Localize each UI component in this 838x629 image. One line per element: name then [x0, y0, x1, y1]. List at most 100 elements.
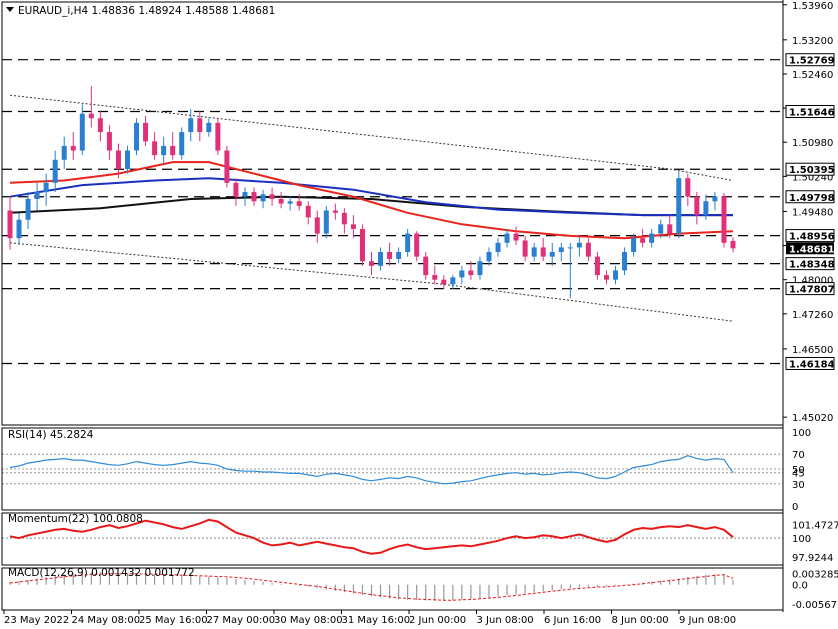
- rsi-tick-label: 50: [792, 465, 805, 476]
- candle-body: [631, 238, 637, 253]
- panel-frames: [1, 0, 784, 612]
- price-tick-label: 1.49480: [792, 207, 833, 218]
- rsi-tick-label: 70: [792, 450, 805, 461]
- candle-body: [332, 210, 338, 213]
- momentum-tick-label: 97.9244: [792, 553, 833, 564]
- level-label-box: [785, 53, 835, 67]
- time-label: 23 May 2022: [4, 615, 69, 626]
- channel-lower-line: [9, 242, 734, 322]
- panel-headers: EURAUD_i,H4 1.48836 1.48924 1.48588 1.48…: [8, 5, 275, 579]
- time-label: 3 Jun 08:00: [477, 615, 534, 626]
- candle-body: [233, 182, 239, 197]
- candle-body: [341, 212, 347, 225]
- candle-body: [88, 113, 94, 119]
- time-label: 30 May 08:00: [274, 615, 343, 626]
- candle-body: [667, 224, 673, 234]
- candle-body: [52, 159, 58, 183]
- candle-body: [97, 118, 103, 133]
- candle-body: [622, 252, 628, 271]
- momentum-header: Momentum(22) 100.0808: [8, 513, 143, 525]
- candle-body: [712, 196, 718, 202]
- candle-body: [215, 122, 221, 151]
- candle-body: [649, 233, 655, 243]
- candle-body: [540, 247, 546, 257]
- candle-body: [459, 270, 465, 278]
- axis-labels: 1.539601.532001.524601.517201.509801.502…: [3, 1, 838, 626]
- level-label: 1.46184: [789, 359, 835, 370]
- candle-body: [61, 145, 67, 160]
- candle-body: [423, 256, 429, 276]
- candle-body: [323, 210, 329, 234]
- candle-body: [170, 145, 176, 156]
- candle-body: [658, 224, 664, 234]
- candle-body: [387, 252, 393, 259]
- momentum-tick-label: 100: [792, 534, 811, 545]
- rsi-tick-label: 45: [792, 469, 805, 480]
- candle-body: [143, 122, 149, 142]
- rsi-panel: [2, 453, 783, 485]
- macd-tick-label: 0.0: [792, 581, 808, 592]
- candle-body: [567, 247, 573, 249]
- candle-body: [585, 242, 591, 257]
- candles: [7, 85, 736, 299]
- price-tick-label: 1.45020: [792, 413, 833, 424]
- candle-body: [558, 247, 564, 253]
- ma-black-line: [9, 195, 733, 217]
- candle-body: [161, 145, 167, 156]
- candle-body: [197, 118, 203, 133]
- candle-body: [694, 196, 700, 216]
- rsi-tick-label: 100: [792, 428, 811, 439]
- candle-body: [115, 150, 121, 169]
- momentum-line: [9, 518, 734, 555]
- candle-body: [378, 252, 384, 266]
- candle-body: [124, 150, 130, 169]
- level-label: 1.50395: [789, 165, 835, 176]
- candle-body: [305, 205, 311, 218]
- macd-signal-line: [9, 573, 734, 601]
- candle-body: [495, 242, 501, 253]
- level-label-box: [785, 257, 835, 271]
- channel-upper-line: [9, 94, 734, 181]
- current-price-label: 1.48681: [789, 244, 835, 255]
- candle-body: [188, 118, 194, 133]
- candle-body: [441, 279, 447, 285]
- candle-body: [278, 198, 284, 204]
- level-label-box: [785, 162, 835, 176]
- time-label: 27 May 00:00: [207, 615, 276, 626]
- candle-body: [522, 240, 528, 257]
- panel-frame-main: [1, 1, 784, 426]
- candle-body: [296, 201, 302, 206]
- candle-body: [25, 198, 31, 220]
- candle-body: [685, 178, 691, 197]
- level-label: 1.48348: [789, 260, 835, 271]
- time-label: 6 Jun 16:00: [544, 615, 601, 626]
- candle-body: [703, 201, 709, 216]
- ma-red-line: [9, 161, 734, 240]
- horizontal-levels: [2, 59, 783, 365]
- moving-averages: [9, 161, 734, 240]
- chevron-down-icon[interactable]: [6, 7, 14, 12]
- candle-body: [468, 270, 474, 276]
- symbol-header: EURAUD_i,H4 1.48836 1.48924 1.48588 1.48…: [18, 5, 275, 17]
- candle-body: [549, 252, 555, 257]
- candle-body: [477, 261, 483, 276]
- candle-body: [43, 182, 49, 193]
- momentum-panel: [2, 518, 783, 555]
- macd-header: MACD(12,26,9) 0.001432 0.001772: [8, 567, 195, 579]
- level-label-box: [785, 356, 835, 370]
- candle-body: [287, 201, 293, 204]
- candle-body: [269, 194, 275, 199]
- candle-body: [531, 247, 537, 257]
- candle-body: [396, 252, 402, 259]
- macd-panel: [9, 572, 734, 601]
- candle-body: [16, 219, 22, 239]
- candle-body: [414, 233, 420, 257]
- level-label-box: [785, 229, 835, 243]
- price-tick-label: 1.50980: [792, 138, 833, 149]
- candle-body: [450, 277, 456, 285]
- price-tick-label: 1.46500: [792, 345, 833, 356]
- price-tick-label: 1.53960: [792, 1, 833, 12]
- rsi-line: [9, 455, 734, 485]
